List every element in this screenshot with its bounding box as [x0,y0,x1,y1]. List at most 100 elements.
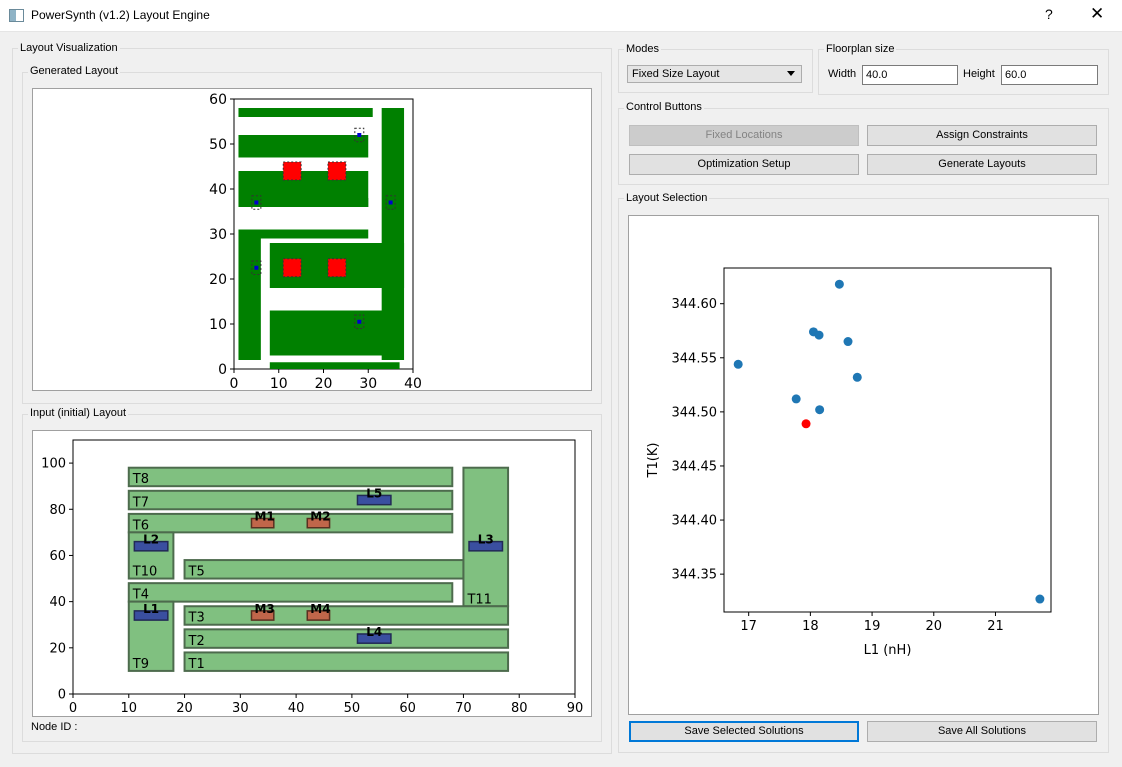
control-buttons-label: Control Buttons [624,101,704,113]
lead-marker [388,200,393,205]
trace-rect [127,512,454,534]
lead-label: L4 [366,625,382,639]
device-rect [282,161,302,181]
node-id-label: Node ID : [31,721,78,733]
trace-rect [238,229,369,239]
trace-rect [183,559,465,580]
y-tick-label: 20 [209,272,227,288]
x-tick-label: 21 [987,619,1004,634]
floorplan-group [818,49,1109,95]
scatter-point [814,330,824,340]
x-tick-label: 0 [230,376,239,390]
trace-rect [127,582,454,603]
x-tick-label: 19 [864,619,881,634]
x-tick-label: 30 [232,701,249,716]
generated-layout-canvas[interactable]: 0 10 20 30 40 0 10 20 30 40 50 60 [32,88,592,392]
x-tick-label: 90 [567,701,584,716]
optimization-setup-button[interactable]: Optimization Setup [629,154,859,175]
x-tick-label: 17 [740,619,757,634]
lead-label: L3 [478,533,494,547]
device-rect [306,610,331,621]
fixed-locations-button[interactable]: Fixed Locations [629,125,859,146]
generated-layout-group [22,72,602,404]
input-layout-canvas[interactable]: 0 10 20 30 40 50 60 70 80 90 0 20 40 60 80 100 T8 T7 T6 T10… [32,430,592,717]
y-tick-label: 10 [209,317,227,333]
y-tick-label: 0 [218,362,227,378]
device-label: M4 [310,602,330,616]
trace-rect [269,198,369,207]
device-rect [327,161,347,181]
y-tick-label: 30 [209,227,227,243]
x-tick-label: 10 [270,376,288,390]
plot-frame [72,439,576,695]
trace-label: T5 [188,565,205,580]
x-tick-label: 18 [802,619,819,634]
scatter-point [733,359,743,369]
lead-rect [133,610,169,621]
y-tick-label: 40 [209,182,227,198]
trace-label: T4 [132,588,149,603]
trace-rect [238,238,261,360]
help-icon[interactable]: ? [1045,6,1053,22]
layout-selection-canvas[interactable]: 17 18 19 20 21 344.35 344.40 344.45 344.50 344.55… [628,215,1099,715]
assign-constraints-button[interactable]: Assign Constraints [867,125,1097,146]
x-tick-label: 10 [121,701,138,716]
height-input[interactable] [1001,65,1098,85]
y-tick-label: 80 [49,503,66,518]
lead-rect [468,540,504,552]
lead-rect [133,540,169,552]
device-label: M3 [254,602,274,616]
x-tick-label: 50 [344,701,361,716]
layout-visualization-label: Layout Visualization [18,42,120,54]
generated-layout-label: Generated Layout [28,65,121,77]
close-icon[interactable]: ✕ [1090,4,1105,23]
y-tick-label: 60 [49,549,66,564]
window-title: PowerSynth (v1.2) Layout Engine [31,8,210,22]
y-tick-label: 20 [49,641,66,656]
x-tick-label: 0 [69,701,77,716]
y-tick-label: 50 [209,137,227,153]
trace-rect [183,605,510,626]
trace-rect [127,466,454,488]
trace-label: T8 [132,472,149,487]
modes-dropdown[interactable]: Fixed Size Layout [627,65,802,83]
input-layout-label: Input (initial) Layout [28,407,128,419]
device-rect [327,258,347,278]
lead-label: L2 [143,533,159,547]
generated-layout-plot: 0 10 20 30 40 0 10 20 30 40 50 60 [209,92,422,392]
save-all-solutions-button[interactable]: Save All Solutions [867,721,1097,742]
height-label: Height [963,68,995,80]
modes-group [618,49,813,93]
lead-marker [357,319,362,324]
selected-point [801,419,811,429]
layout-visualization-group [12,48,612,754]
lead-outline [354,314,365,329]
trace-rect [381,108,405,360]
save-selected-solutions-button[interactable]: Save Selected Solutions [629,721,859,742]
trace-rect [269,310,400,356]
trace-rect [462,466,510,608]
scatter-point [834,279,844,289]
width-input[interactable] [862,65,958,85]
y-tick-label: 60 [209,92,227,108]
width-label: Width [828,68,857,80]
lead-marker [254,265,259,270]
trace-label: T1 [188,657,205,672]
lead-label: L1 [143,602,159,616]
x-tick-label: 70 [455,701,472,716]
scatter-point [815,405,825,415]
x-axis-label: L1 (nH) [864,643,912,658]
trace-rect [183,651,510,672]
modes-selected: Fixed Size Layout [632,68,720,80]
lead-outline [385,195,396,210]
scatter-point [852,372,862,382]
scatter-point [843,337,853,347]
device-rect [250,610,275,621]
lead-marker [357,133,362,137]
generate-layouts-button[interactable]: Generate Layouts [867,154,1097,175]
y-tick-label: 344.45 [672,460,718,475]
floorplan-label: Floorplan size [824,43,897,55]
y-tick-label: 100 [41,457,66,472]
input-layout-group [22,414,602,742]
modes-label: Modes [624,43,662,55]
